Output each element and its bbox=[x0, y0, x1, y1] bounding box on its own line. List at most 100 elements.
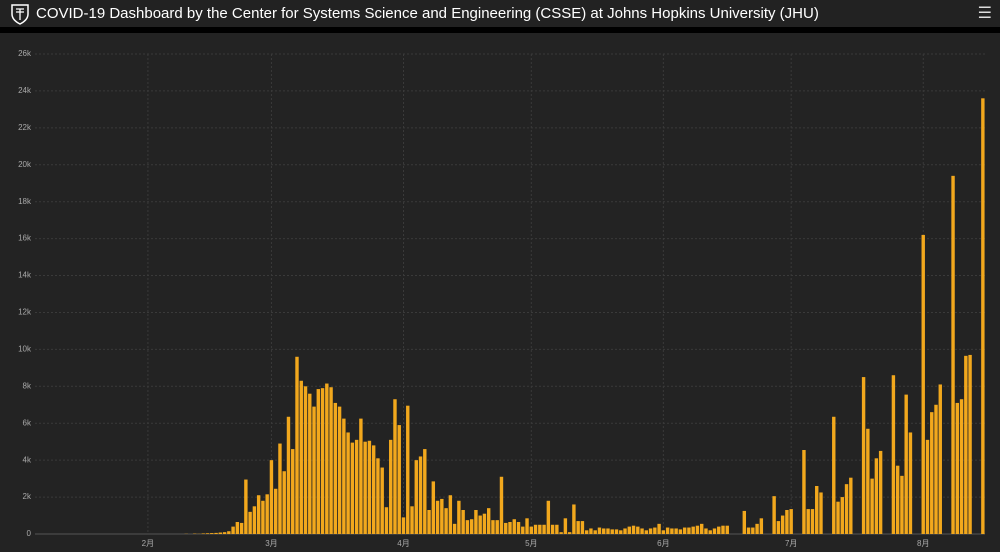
bar bbox=[295, 356, 299, 534]
menu-button[interactable]: ☰ bbox=[977, 5, 992, 22]
bar bbox=[593, 530, 597, 534]
bar bbox=[312, 406, 316, 534]
bar bbox=[895, 465, 900, 534]
bar bbox=[580, 521, 585, 534]
bar bbox=[282, 471, 286, 534]
bar bbox=[218, 532, 223, 534]
bar bbox=[308, 393, 312, 534]
bar bbox=[584, 530, 589, 534]
bar bbox=[725, 525, 729, 534]
bar bbox=[849, 477, 853, 534]
bar bbox=[780, 515, 785, 534]
bar bbox=[746, 527, 751, 534]
y-tick-label: 8k bbox=[23, 381, 32, 390]
y-tick-label: 20k bbox=[18, 160, 32, 169]
bar bbox=[776, 521, 781, 534]
y-tick-label: 16k bbox=[18, 234, 32, 243]
y-tick-label: 22k bbox=[18, 123, 32, 132]
bar bbox=[844, 484, 849, 534]
bar bbox=[563, 518, 568, 534]
bar bbox=[682, 527, 687, 534]
x-tick-label: 3月 bbox=[265, 539, 277, 548]
bar bbox=[201, 533, 205, 534]
bar bbox=[495, 520, 499, 534]
bar bbox=[380, 467, 384, 534]
y-tick-label: 26k bbox=[18, 49, 32, 58]
bar bbox=[908, 432, 913, 534]
y-tick-label: 14k bbox=[18, 271, 32, 280]
bar bbox=[325, 383, 329, 534]
bar bbox=[623, 528, 627, 534]
bar bbox=[708, 530, 712, 534]
bar bbox=[640, 528, 644, 534]
chart-background bbox=[0, 33, 1000, 552]
bar bbox=[427, 510, 431, 534]
y-tick-label: 0 bbox=[27, 529, 32, 538]
y-tick-label: 4k bbox=[23, 455, 32, 464]
bar bbox=[559, 532, 563, 534]
bar bbox=[316, 389, 320, 534]
bar bbox=[546, 500, 551, 534]
bar bbox=[959, 399, 964, 534]
bar bbox=[227, 531, 231, 534]
bar bbox=[231, 526, 235, 534]
bar bbox=[687, 527, 691, 534]
bar bbox=[205, 533, 210, 534]
bar bbox=[337, 406, 342, 534]
bar bbox=[452, 523, 457, 534]
bar bbox=[371, 445, 376, 534]
bar bbox=[704, 528, 708, 534]
bar bbox=[653, 527, 657, 534]
bar bbox=[589, 528, 593, 534]
bar bbox=[538, 524, 542, 534]
bar bbox=[602, 528, 606, 534]
bar bbox=[925, 439, 930, 534]
bar bbox=[904, 394, 908, 534]
header-title: COVID-19 Dashboard by the Center for Sys… bbox=[36, 5, 819, 22]
bar bbox=[576, 521, 580, 534]
bar bbox=[342, 418, 346, 534]
bar bbox=[691, 526, 695, 534]
bar bbox=[981, 98, 985, 535]
bar bbox=[397, 425, 401, 534]
bar bbox=[350, 442, 355, 534]
bar bbox=[951, 175, 955, 534]
bar bbox=[256, 495, 261, 534]
bar bbox=[401, 517, 406, 534]
bar bbox=[644, 530, 649, 534]
bar bbox=[648, 528, 653, 534]
bar bbox=[529, 526, 534, 534]
bar bbox=[836, 501, 840, 534]
x-tick-label: 4月 bbox=[397, 539, 409, 548]
bar bbox=[244, 479, 248, 534]
x-tick-label: 8月 bbox=[917, 539, 929, 548]
bar bbox=[516, 522, 521, 534]
bar bbox=[742, 510, 747, 534]
bar bbox=[478, 515, 482, 534]
bar bbox=[444, 508, 448, 534]
bar bbox=[418, 456, 423, 534]
bar bbox=[657, 523, 661, 534]
bar bbox=[930, 412, 934, 534]
bar bbox=[700, 523, 704, 534]
bar bbox=[542, 524, 546, 534]
y-tick-label: 6k bbox=[23, 418, 32, 427]
x-tick-label: 2月 bbox=[142, 539, 154, 548]
bar bbox=[406, 405, 410, 534]
bar bbox=[431, 481, 436, 534]
y-tick-label: 10k bbox=[18, 344, 32, 353]
bar bbox=[214, 532, 218, 534]
bar bbox=[499, 476, 504, 534]
bar bbox=[619, 530, 623, 534]
bar bbox=[384, 507, 389, 534]
bar bbox=[785, 510, 789, 534]
bar bbox=[870, 478, 874, 534]
bar bbox=[670, 528, 674, 534]
bar bbox=[414, 460, 418, 534]
bar bbox=[866, 428, 870, 534]
bar bbox=[751, 527, 755, 534]
bar bbox=[840, 497, 844, 534]
bar bbox=[674, 528, 678, 534]
bar bbox=[878, 450, 883, 534]
